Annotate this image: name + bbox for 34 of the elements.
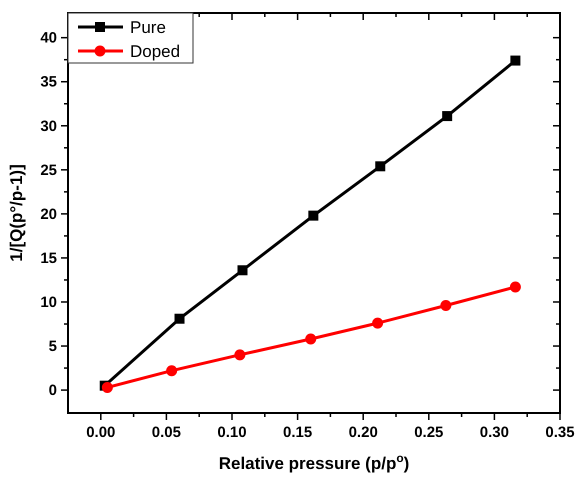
y-axis-title: 1/[Q(p°/p-1)] [7,164,26,262]
point [375,161,386,172]
point [372,318,384,329]
point [510,282,521,293]
point [440,300,452,312]
legend-label: Doped [130,42,180,61]
x-tick-label: 0.15 [283,424,312,441]
y-tick-label: 10 [40,294,57,311]
legend-label: Pure [130,18,166,37]
point [308,210,318,221]
point [234,349,246,360]
x-tick-label: 0.20 [348,424,378,441]
y-tick-label: 0 [48,382,57,400]
x-tick-label: 0.05 [152,424,181,441]
y-tick-label: 25 [40,162,57,179]
x-tick-label: 0.35 [545,424,575,441]
x-tick-label: 0.00 [86,424,116,441]
y-tick-label: 5 [48,338,57,356]
x-tick-label: 0.30 [480,424,509,441]
y-tick-label: 40 [40,30,57,47]
y-tick-label: 30 [40,118,57,135]
point [237,265,248,276]
x-tick-label: 0.10 [217,424,247,441]
y-tick-label: 15 [40,250,57,267]
point [442,111,452,122]
point [305,333,316,344]
y-tick-label: 20 [40,206,57,223]
point [510,56,520,66]
x-tick-label: 0.25 [414,424,444,441]
point [166,365,178,376]
point [102,382,113,393]
y-tick-label: 35 [40,74,57,91]
x-axis-title: Relative pressure (p/p$^{o}$) [218,451,410,473]
point [174,314,185,324]
